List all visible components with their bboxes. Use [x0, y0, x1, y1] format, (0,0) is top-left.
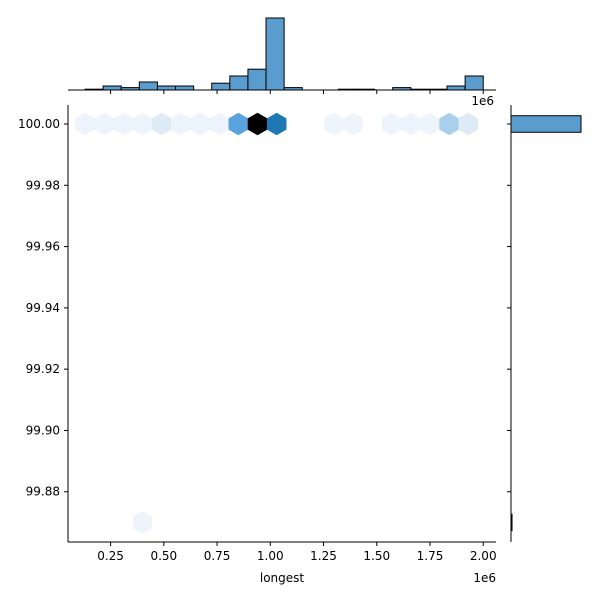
- x-tick-label: 1.25: [310, 549, 337, 563]
- x-tick-label: 1.00: [257, 549, 284, 563]
- top-histogram-bar: [265, 17, 285, 91]
- hexbin-cell: [420, 112, 440, 136]
- x-tick-label: 0.25: [97, 549, 124, 563]
- x-axis-ticks: 0.25 0.50 0.75 1.00 1.25 1.50 1.75 2.00: [97, 542, 497, 563]
- x-tick-label: 1.50: [363, 549, 390, 563]
- top-histogram-bar: [156, 85, 177, 91]
- top-histogram-bar: [247, 68, 267, 91]
- x-axis-offset-label: 1e6: [473, 571, 496, 585]
- hexbin-cell: [247, 112, 268, 136]
- x-tick-label: 0.75: [204, 549, 231, 563]
- x-axis-label: longest: [260, 571, 305, 585]
- top-histogram-bar: [446, 85, 466, 91]
- top-histogram-bar: [464, 75, 484, 91]
- top-histogram-bar: [138, 81, 158, 91]
- y-axis-ticks: 99.88 99.90 99.92 99.94 99.96 99.98 100.00: [18, 117, 68, 499]
- x-tick-label: 1.75: [417, 549, 444, 563]
- hexbin-cell: [151, 112, 172, 136]
- hexbin-cell: [132, 511, 153, 534]
- y-tick-label: 100.00: [18, 117, 60, 131]
- y-tick-label: 99.98: [26, 178, 60, 192]
- hexbin-cell: [209, 112, 229, 136]
- hexbin-cell: [266, 112, 287, 136]
- x-tick-label: 2.00: [470, 549, 497, 563]
- hexbin-cell: [324, 112, 344, 136]
- top-histogram-bar: [175, 85, 195, 91]
- hexbin-cell: [381, 112, 402, 136]
- hexbin-cell: [171, 112, 191, 136]
- hexbin-cell: [439, 112, 459, 136]
- right-histogram-bar: [510, 115, 582, 133]
- hexbin-cell: [343, 112, 364, 136]
- y-tick-label: 99.92: [26, 362, 60, 376]
- top-histogram-bar: [102, 85, 122, 91]
- y-tick-label: 99.96: [26, 240, 60, 254]
- right-histogram-ticks: [507, 123, 511, 493]
- top-histogram-bar: [229, 75, 249, 91]
- hexbin-cell: [94, 112, 114, 136]
- hexbin-cell: [132, 112, 153, 136]
- top-marginal-histogram: [84, 17, 484, 91]
- y-tick-label: 99.90: [26, 423, 60, 437]
- x-tick-label: 0.50: [150, 549, 177, 563]
- hexbin-cell: [228, 112, 249, 136]
- top-histogram-bar: [211, 82, 231, 91]
- y-tick-label: 99.88: [26, 485, 60, 499]
- hexbin-cells: [75, 112, 479, 534]
- top-histogram-offset-label: 1e6: [471, 94, 494, 108]
- top-histogram-ticks: [110, 90, 484, 94]
- hexbin-cell: [75, 112, 95, 136]
- y-tick-label: 99.94: [26, 301, 60, 315]
- hexbin-cell: [458, 112, 479, 136]
- hexbin-cell: [401, 112, 421, 136]
- hexbin-cell: [190, 112, 210, 136]
- hexbin-cell: [113, 112, 134, 136]
